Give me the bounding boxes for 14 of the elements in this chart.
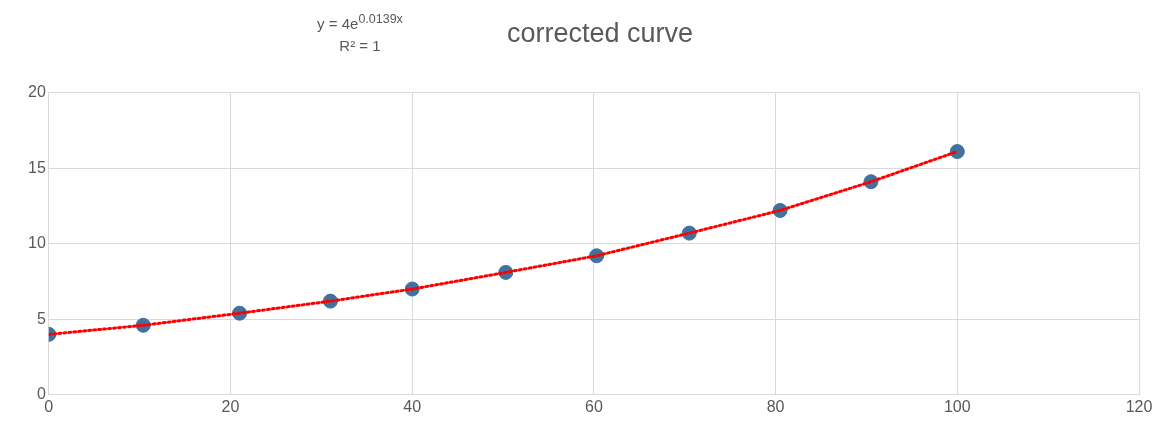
x-tick-label: 100 bbox=[943, 397, 971, 415]
text: R² = 1 bbox=[338, 36, 382, 56]
x-tick-label: 20 bbox=[221, 397, 240, 415]
y-tick-label: 10 bbox=[28, 234, 46, 252]
y-tick-label: 20 bbox=[28, 83, 46, 101]
y-tick-label: 5 bbox=[36, 309, 46, 327]
x-tick-label: 60 bbox=[585, 397, 603, 415]
x-tick-label: 120 bbox=[1125, 397, 1153, 415]
y-tick-label: 0 bbox=[36, 385, 46, 403]
chart-title: corrected curve bbox=[506, 18, 694, 48]
x-tick-label: 80 bbox=[766, 397, 785, 415]
text: y = 4e$^{0.0139x}$ bbox=[316, 11, 404, 34]
x-tick-label: 40 bbox=[403, 397, 422, 415]
y-tick-label: 15 bbox=[28, 158, 46, 176]
